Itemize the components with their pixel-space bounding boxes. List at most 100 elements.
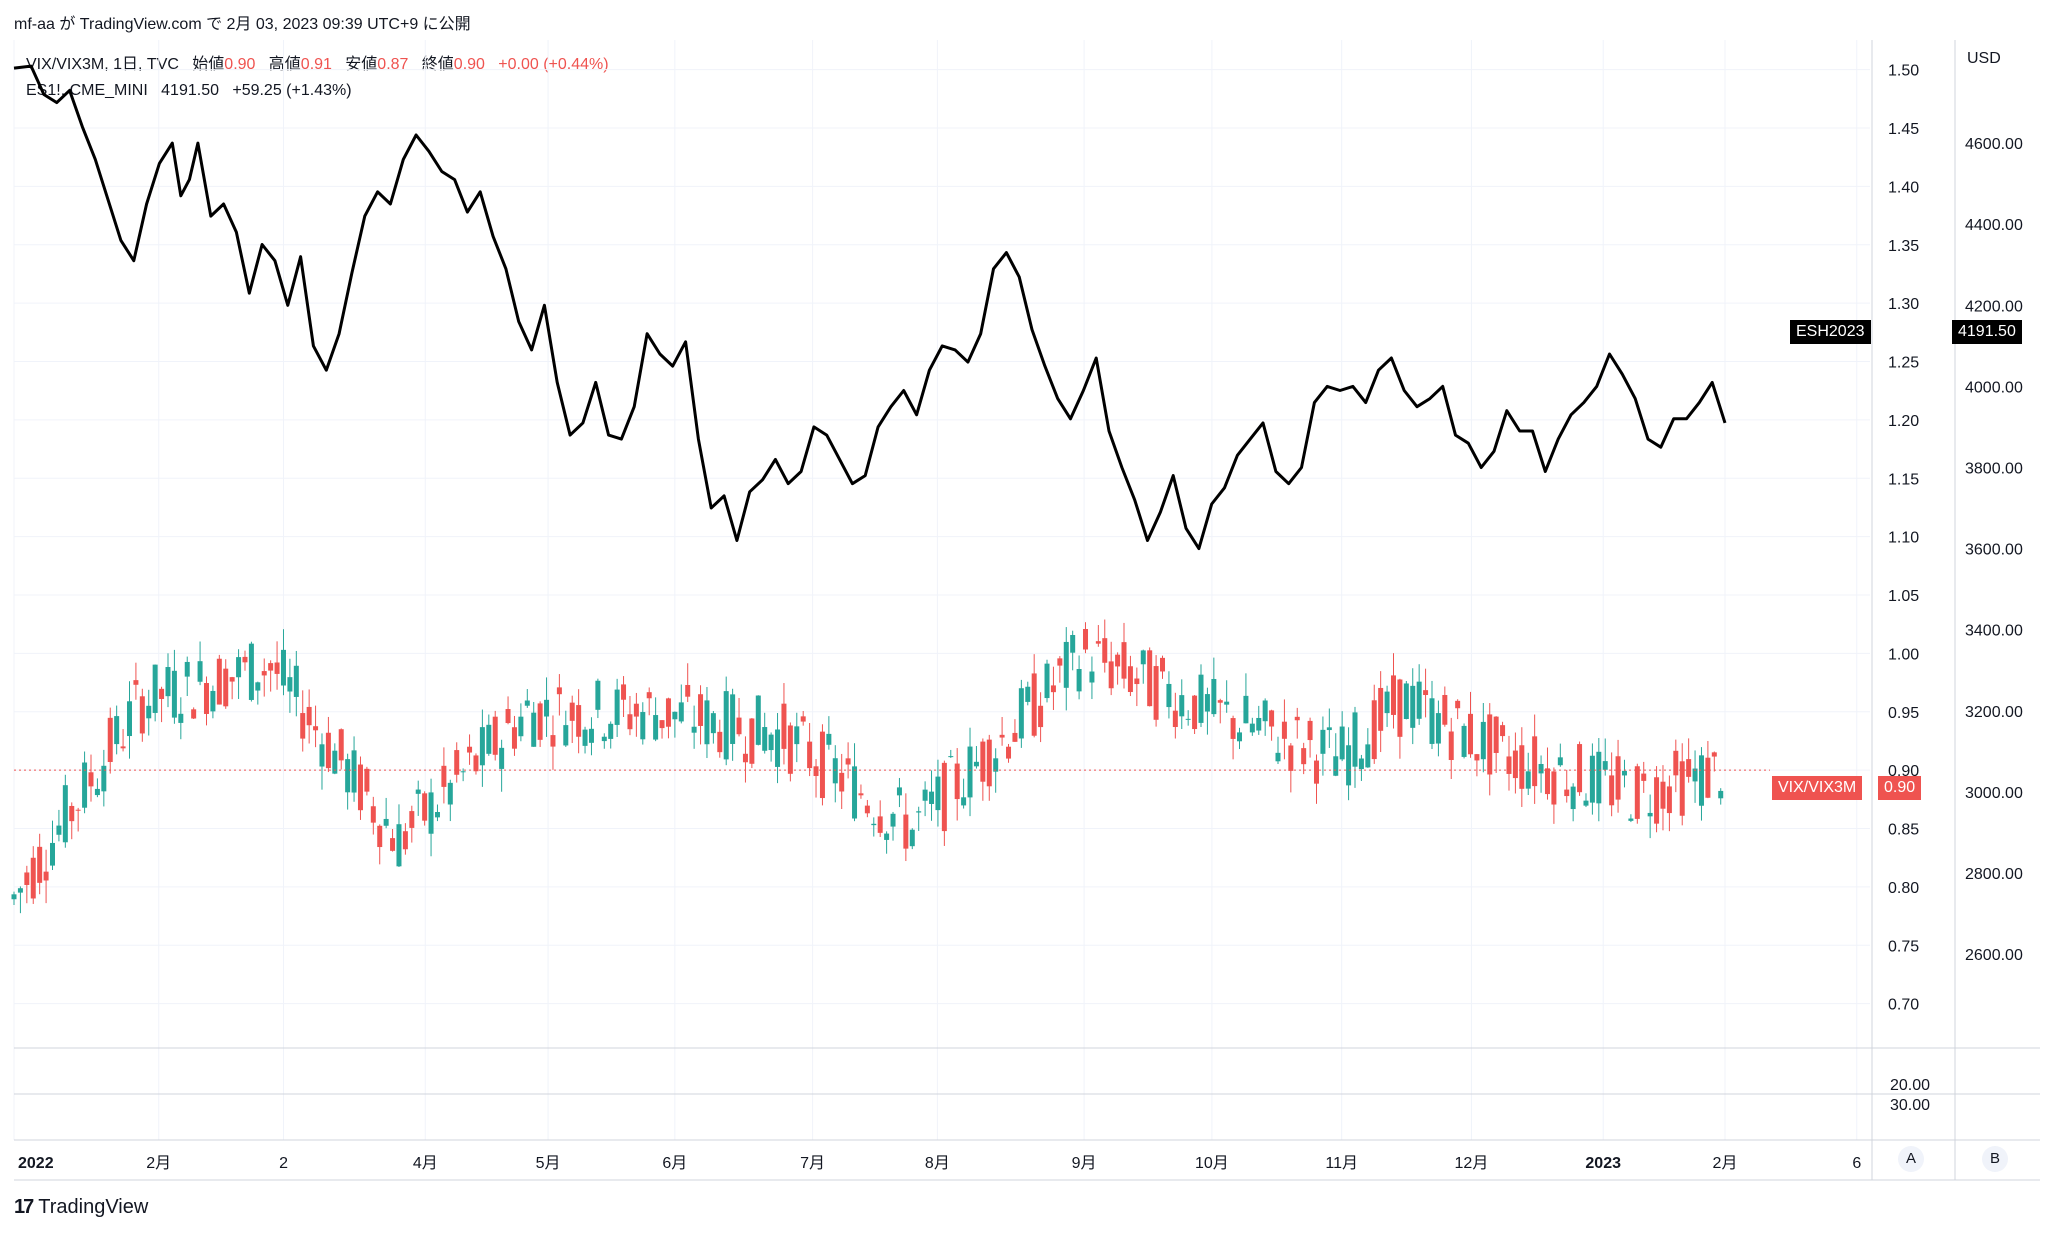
candle-body xyxy=(646,692,652,699)
candle-body xyxy=(114,716,120,745)
candle-body xyxy=(325,732,331,769)
currency-label[interactable]: USD xyxy=(1967,50,2001,67)
candle-body xyxy=(62,785,68,843)
candle-body xyxy=(402,831,408,850)
candle-body xyxy=(1095,641,1101,644)
legend-row-main[interactable]: VIX/VIX3M, 1日, TVC 始値0.90 高値0.91 安値0.87 … xyxy=(26,52,609,78)
candle-body xyxy=(1140,650,1146,665)
candle-body xyxy=(1512,750,1518,779)
x-tick-9: 10月 xyxy=(1195,1155,1229,1172)
candle-body xyxy=(274,662,280,674)
candle-body xyxy=(152,664,158,713)
candle-body xyxy=(1455,700,1461,709)
publish-header: mf-aa が TradingView.com で 2月 03, 2023 09… xyxy=(14,10,471,34)
left-tick-14: 0.80 xyxy=(1888,880,1919,897)
candle-body xyxy=(107,717,113,762)
left-tick-4: 1.30 xyxy=(1888,296,1919,313)
left-tick-5: 1.25 xyxy=(1888,355,1919,372)
candle-body xyxy=(486,724,492,754)
candle-body xyxy=(839,772,845,792)
candle-body xyxy=(672,711,678,720)
candle-body xyxy=(1294,716,1300,721)
candle-body xyxy=(1570,786,1576,810)
es-tag: ESH2023 xyxy=(1790,320,1871,344)
legend-row-overlay[interactable]: ES1!, CME_MINI 4191.50 +59.25 (+1.43%) xyxy=(26,78,609,104)
axis-button-a[interactable]: A xyxy=(1898,1146,1924,1172)
candle-body xyxy=(1134,678,1140,685)
candle-body xyxy=(922,789,928,801)
close-value: 0.90 xyxy=(453,56,485,73)
candle-body xyxy=(1243,695,1249,724)
x-tick-1: 2月 xyxy=(146,1155,171,1172)
left-axis-ticks: 1.50 1.45 1.40 1.35 1.30 1.25 1.20 1.15 1.10 1.05… xyxy=(1888,63,1919,1014)
candle-body xyxy=(884,833,890,840)
candle-body xyxy=(1705,757,1711,798)
candle-body xyxy=(1493,716,1499,753)
candle-body xyxy=(999,734,1005,738)
candle-body xyxy=(755,695,761,745)
candle-body xyxy=(961,797,967,806)
candle-body xyxy=(986,739,992,787)
candle-body xyxy=(1050,685,1056,693)
candle-body xyxy=(1467,713,1473,755)
candle-body xyxy=(197,661,203,682)
candle-body xyxy=(1525,771,1531,789)
candle-body xyxy=(1044,663,1050,699)
candle-body xyxy=(242,656,248,663)
x-tick-6: 7月 xyxy=(800,1155,825,1172)
candle-body xyxy=(1410,685,1416,728)
x-tick-12: 2023 xyxy=(1585,1155,1621,1172)
right-tick-7: 3200.00 xyxy=(1965,704,2023,721)
author-name[interactable]: mf-aa xyxy=(14,16,55,33)
candle-body xyxy=(973,761,979,767)
candle-body xyxy=(1115,654,1121,667)
candle-body xyxy=(1198,674,1204,723)
right-tick-1: 4400.00 xyxy=(1965,217,2023,234)
candle-body xyxy=(1012,732,1018,742)
candle-body xyxy=(967,746,973,798)
left-tick-15: 0.75 xyxy=(1888,938,1919,955)
candle-body xyxy=(1147,650,1153,707)
candle-body xyxy=(781,703,787,749)
candle-body xyxy=(742,753,748,763)
candle-body xyxy=(563,725,569,746)
candle-body xyxy=(1307,720,1313,741)
candle-body xyxy=(800,716,806,722)
candle-body xyxy=(1480,721,1486,760)
tradingview-logo-icon: 17 xyxy=(14,1196,34,1218)
candle-body xyxy=(1583,800,1589,806)
candle-body xyxy=(627,714,633,730)
brand-name: TradingView xyxy=(38,1196,149,1218)
candle-body xyxy=(313,726,319,731)
candle-body xyxy=(56,825,62,835)
candle-body xyxy=(460,771,466,773)
candle-body xyxy=(710,713,716,734)
candle-body xyxy=(415,789,421,794)
candle-body xyxy=(1326,727,1332,731)
candle-body xyxy=(1275,752,1281,762)
candle-body xyxy=(730,694,736,744)
right-tick-2: 4200.00 xyxy=(1965,298,2023,315)
left-tick-8: 1.10 xyxy=(1888,530,1919,547)
candle-body xyxy=(1339,726,1345,760)
candle-body xyxy=(268,663,274,671)
candle-body xyxy=(1647,812,1653,817)
candle-body xyxy=(1698,755,1704,806)
x-tick-0: 2022 xyxy=(18,1155,54,1172)
axis-button-b[interactable]: B xyxy=(1982,1146,2008,1172)
left-tick-9: 1.05 xyxy=(1888,588,1919,605)
candle-body xyxy=(1269,710,1275,727)
candle-body xyxy=(787,725,793,774)
candle-body xyxy=(1390,675,1396,715)
candle-body xyxy=(454,750,460,775)
candle-body xyxy=(11,894,17,900)
candle-body xyxy=(1070,635,1076,653)
right-tick-0: 4600.00 xyxy=(1965,136,2023,153)
candle-body xyxy=(1172,710,1178,728)
candle-body xyxy=(1679,761,1685,816)
x-tick-14: 6 xyxy=(1852,1155,1861,1172)
candle-body xyxy=(1352,712,1358,767)
brand-footer[interactable]: 17 TradingView xyxy=(14,1196,148,1219)
candle-body xyxy=(1211,678,1217,715)
